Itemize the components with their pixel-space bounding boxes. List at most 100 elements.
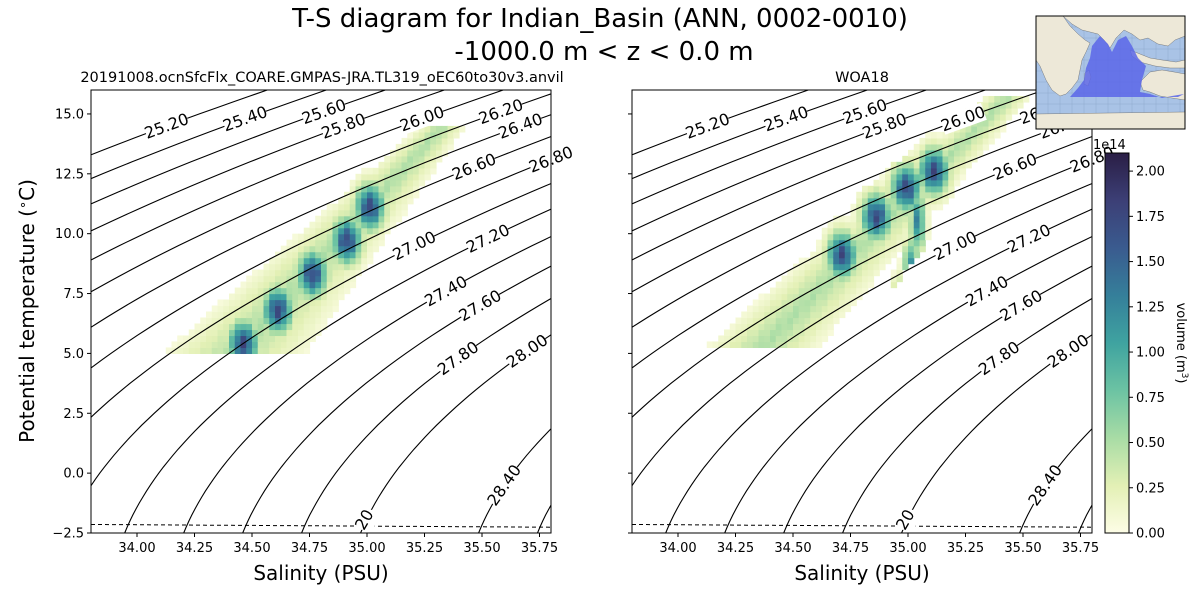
heatmap-cell bbox=[395, 197, 403, 205]
colorbar-label: volume (m3) bbox=[1173, 303, 1189, 384]
heatmap-cell bbox=[246, 293, 253, 301]
heatmap-cell bbox=[361, 227, 368, 235]
heatmap-cell bbox=[211, 317, 219, 325]
heatmap-cell bbox=[758, 317, 765, 325]
heatmap-cell bbox=[246, 329, 253, 337]
heatmap-cell bbox=[925, 209, 932, 217]
heatmap-cell bbox=[183, 335, 190, 343]
heatmap-cell bbox=[413, 185, 420, 193]
density-contour bbox=[91, 135, 551, 369]
figure-title: T-S diagram for Indian_Basin (ANN, 0002-… bbox=[291, 4, 908, 34]
heatmap-cell bbox=[355, 179, 362, 187]
heatmap-cell bbox=[896, 227, 903, 235]
heatmap-cell bbox=[390, 215, 397, 223]
heatmap-cell bbox=[401, 209, 408, 217]
heatmap-cell bbox=[965, 131, 972, 139]
heatmap-cell bbox=[879, 203, 886, 211]
heatmap-cell bbox=[810, 311, 817, 319]
heatmap-cell bbox=[303, 311, 311, 319]
heatmap-cell bbox=[902, 197, 909, 205]
heatmap-cell bbox=[344, 281, 351, 289]
heatmap-cell bbox=[954, 167, 961, 175]
heatmap-cell bbox=[384, 179, 391, 187]
colorbar-tick-label: 1.75 bbox=[1136, 210, 1165, 225]
heatmap-cell bbox=[902, 173, 909, 181]
heatmap-cell bbox=[338, 269, 345, 277]
heatmap-cell bbox=[413, 179, 420, 187]
heatmap-cell bbox=[321, 215, 328, 223]
heatmap-cell bbox=[407, 143, 414, 151]
heatmap-cell bbox=[902, 203, 909, 211]
heatmap-cell bbox=[931, 203, 938, 211]
heatmap-cell bbox=[309, 305, 316, 313]
heatmap-cell bbox=[286, 341, 293, 349]
heatmap-cell bbox=[833, 317, 840, 325]
heatmap-cell bbox=[810, 305, 817, 313]
heatmap-cell bbox=[862, 263, 869, 271]
heatmap-cell bbox=[793, 299, 800, 307]
y-tick-label: 12.5 bbox=[55, 167, 84, 182]
heatmap-cell bbox=[885, 209, 892, 217]
heatmap-cell bbox=[890, 239, 898, 247]
heatmap-cell bbox=[919, 155, 926, 163]
heatmap-cell bbox=[321, 317, 328, 325]
heatmap-cell bbox=[1017, 101, 1024, 109]
heatmap-cell bbox=[1005, 101, 1013, 109]
heatmap-cell bbox=[378, 167, 385, 175]
heatmap-cell bbox=[787, 281, 794, 289]
heatmap-cell bbox=[908, 251, 915, 259]
heatmap-cell bbox=[240, 287, 247, 295]
heatmap-cell bbox=[816, 305, 823, 313]
heatmap-cell bbox=[263, 323, 270, 331]
heatmap-cell bbox=[867, 269, 875, 277]
heatmap-cell bbox=[747, 311, 754, 319]
density-contour bbox=[91, 93, 551, 293]
heatmap-cell bbox=[194, 341, 201, 349]
heatmap-cell bbox=[850, 233, 857, 241]
heatmap-cell bbox=[280, 323, 288, 331]
heatmap-cell bbox=[292, 245, 299, 253]
heatmap-cell bbox=[890, 161, 898, 169]
heatmap-cell bbox=[729, 329, 737, 337]
heatmap-cell bbox=[1000, 125, 1007, 133]
heatmap-cell bbox=[459, 125, 466, 133]
heatmap-cell bbox=[810, 275, 817, 283]
heatmap-cell bbox=[280, 245, 288, 253]
heatmap-cell bbox=[793, 269, 800, 277]
heatmap-cell bbox=[315, 317, 322, 325]
heatmap-cell bbox=[764, 341, 771, 349]
heatmap-cell bbox=[332, 293, 339, 301]
heatmap-cell bbox=[303, 275, 311, 283]
heatmap-cell bbox=[436, 143, 443, 151]
heatmap-cell bbox=[257, 305, 265, 313]
heatmap-cell bbox=[183, 341, 190, 349]
heatmap-cell bbox=[315, 233, 322, 241]
heatmap-cell bbox=[206, 311, 213, 319]
heatmap-cell bbox=[349, 245, 357, 253]
heatmap-cell bbox=[188, 341, 196, 349]
heatmap-cell bbox=[441, 149, 449, 157]
heatmap-cell bbox=[908, 173, 915, 181]
heatmap-cell bbox=[902, 227, 909, 235]
heatmap-cell bbox=[770, 299, 777, 307]
heatmap-cell bbox=[309, 287, 316, 295]
heatmap-cell bbox=[936, 179, 944, 187]
heatmap-cell bbox=[752, 341, 760, 349]
heatmap-cell bbox=[775, 329, 783, 337]
heatmap-cell bbox=[200, 329, 207, 337]
heatmap-cell bbox=[816, 275, 823, 283]
heatmap-cell bbox=[821, 287, 829, 295]
heatmap-cell bbox=[867, 197, 875, 205]
heatmap-cell bbox=[367, 191, 374, 199]
heatmap-cell bbox=[890, 209, 898, 217]
heatmap-cell bbox=[298, 329, 305, 337]
heatmap-cell bbox=[873, 233, 880, 241]
heatmap-cell bbox=[217, 305, 224, 313]
heatmap-cell bbox=[781, 275, 788, 283]
heatmap-cell bbox=[401, 197, 408, 205]
heatmap-cell bbox=[994, 119, 1001, 127]
heatmap-cell bbox=[833, 293, 840, 301]
heatmap-cell bbox=[885, 185, 892, 193]
heatmap-cell bbox=[890, 233, 898, 241]
heatmap-cell bbox=[890, 227, 898, 235]
